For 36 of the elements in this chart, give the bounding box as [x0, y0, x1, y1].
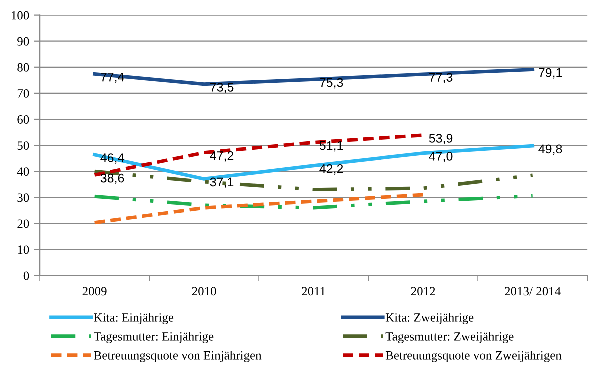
- data-label: 38,6: [100, 174, 124, 184]
- x-tick-label: 2009: [82, 287, 107, 296]
- data-label: 49,8: [538, 144, 562, 156]
- legend-label: Tagesmutter: Einjährige: [94, 332, 214, 344]
- legend-label: Tagesmutter: Zweijährige: [386, 332, 514, 344]
- data-label: 53,9: [429, 134, 453, 144]
- y-tick-label: 40: [17, 168, 30, 176]
- y-tick-label: 60: [18, 116, 30, 124]
- legend-label: Kita: Einjährige: [94, 313, 174, 324]
- data-label: 77,3: [430, 73, 453, 84]
- y-tick-label: 70: [18, 89, 30, 98]
- y-tick-label: 10: [18, 246, 30, 254]
- x-tick-label: 2011: [302, 287, 326, 296]
- x-tick-label: 2010: [192, 287, 216, 296]
- data-label: 73,5: [210, 83, 234, 94]
- legend-label: Betreuungsquote von Zweijährigen: [386, 351, 562, 362]
- y-tick-label: 0: [24, 272, 30, 280]
- data-label: 47,0: [429, 152, 453, 162]
- y-tick-label: 50: [18, 142, 30, 150]
- data-label: 79,1: [539, 68, 562, 79]
- y-tick-label: 80: [18, 63, 30, 72]
- y-tick-label: 90: [18, 37, 30, 46]
- line-series: [93, 193, 426, 225]
- data-label: 37,1: [210, 178, 234, 188]
- x-tick-label: 2012: [411, 287, 436, 296]
- data-label: 47,2: [210, 152, 234, 162]
- legend-label: Kita: Zweijährige: [386, 313, 474, 324]
- y-tick-label: 100: [12, 11, 30, 20]
- y-tick-label: 20: [18, 220, 30, 228]
- y-tick-label: 30: [18, 194, 30, 202]
- data-label: 42,2: [320, 164, 344, 175]
- x-tick-label: 2013/ 2014: [505, 287, 561, 296]
- data-label: 75,3: [320, 78, 344, 89]
- line-series: [93, 194, 535, 210]
- data-label: 51,1: [320, 141, 344, 152]
- legend-label: Betreuungsquote von Einjährigen: [94, 351, 262, 362]
